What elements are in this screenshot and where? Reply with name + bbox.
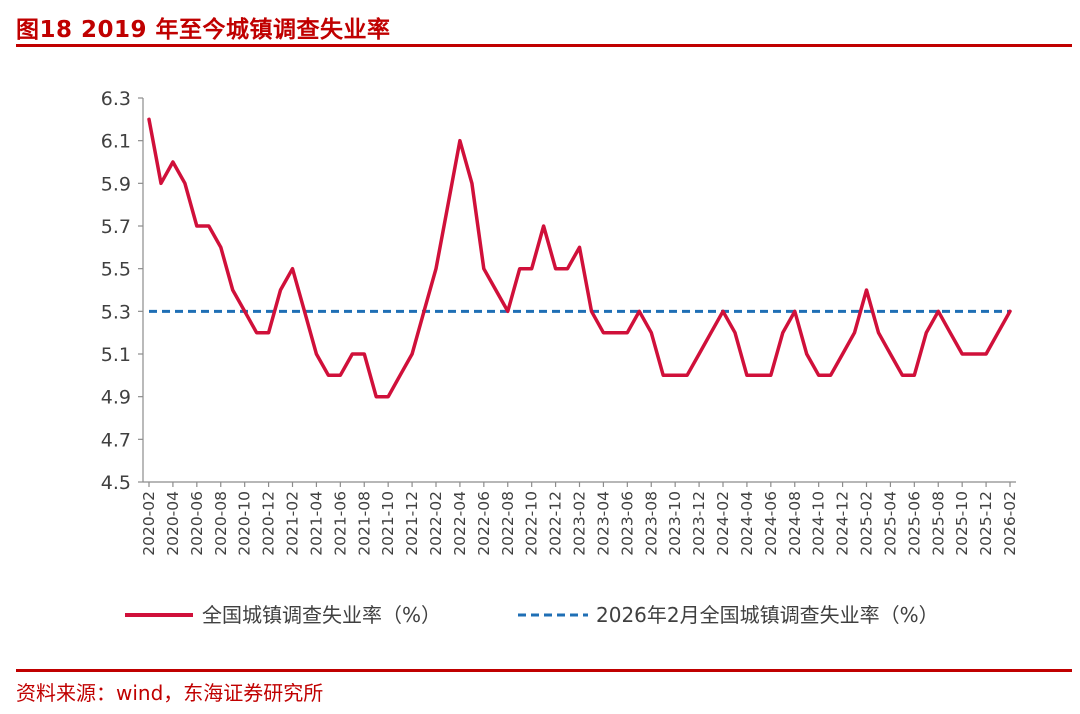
x-tick-label: 2020-02: [140, 491, 158, 556]
x-tick-label: 2022-12: [547, 491, 565, 556]
x-tick-label: 2020-10: [236, 491, 254, 556]
x-tick-label: 2025-08: [929, 491, 947, 556]
legend-label-reference: 2026年2月全国城镇调查失业率（%）: [596, 603, 939, 627]
y-axis-ticks: 6.3 6.1 5.9 5.7 5.5 5.3 5.1 4.9 4.7 4.5: [101, 88, 143, 494]
x-tick-label: 2021-04: [307, 491, 325, 556]
chart-axes: [142, 98, 1016, 483]
x-axis-ticks: 2020-02 2020-04 2020-06 2020-08 2020-10 2020-…: [140, 482, 1019, 556]
x-tick-label: 2022-04: [451, 491, 469, 556]
x-tick-label: 2023-08: [642, 491, 660, 556]
x-tick-label: 2020-08: [212, 491, 230, 556]
x-tick-label: 2021-08: [355, 491, 373, 556]
x-tick-label: 2022-02: [427, 491, 445, 556]
y-tick-label: 4.5: [101, 472, 131, 494]
x-tick-label: 2026-02: [1001, 491, 1019, 556]
legend-label-unemployment: 全国城镇调查失业率（%）: [202, 603, 441, 627]
x-tick-label: 2025-12: [977, 491, 995, 556]
x-tick-label: 2020-06: [188, 491, 206, 556]
x-tick-label: 2022-10: [523, 491, 541, 556]
y-tick-label: 5.3: [101, 301, 131, 323]
x-tick-label: 2022-06: [475, 491, 493, 556]
x-tick-label: 2024-12: [834, 491, 852, 556]
footer-divider: [16, 669, 1072, 672]
y-tick-label: 6.1: [101, 131, 131, 153]
x-tick-label: 2024-08: [786, 491, 804, 556]
y-tick-label: 4.9: [101, 387, 131, 409]
x-tick-label: 2023-02: [571, 491, 589, 556]
x-tick-label: 2024-02: [714, 491, 732, 556]
x-tick-label: 2022-08: [499, 491, 517, 556]
x-tick-label: 2021-10: [379, 491, 397, 556]
figure-title: 图18 2019 年至今城镇调查失业率: [16, 17, 391, 43]
y-tick-label: 6.3: [101, 88, 131, 110]
source-note: 资料来源：wind，东海证券研究所: [16, 681, 324, 705]
x-tick-label: 2021-12: [403, 491, 421, 556]
x-tick-label: 2025-04: [881, 491, 899, 556]
x-tick-label: 2023-04: [594, 491, 612, 556]
x-tick-label: 2023-12: [690, 491, 708, 556]
y-tick-label: 5.5: [101, 259, 131, 281]
x-tick-label: 2025-06: [905, 491, 923, 556]
x-tick-label: 2024-06: [762, 491, 780, 556]
x-tick-label: 2021-02: [284, 491, 302, 556]
x-tick-label: 2020-12: [260, 491, 278, 556]
y-tick-label: 5.9: [101, 173, 131, 195]
chart-series: [147, 117, 1012, 399]
y-tick-label: 5.7: [101, 216, 131, 238]
header-divider: [16, 44, 1072, 47]
unemployment-rate-line: [147, 117, 1012, 399]
y-tick-label: 4.7: [101, 429, 131, 451]
x-tick-label: 2023-06: [618, 491, 636, 556]
x-tick-label: 2021-06: [331, 491, 349, 556]
x-tick-label: 2024-10: [810, 491, 828, 556]
x-tick-label: 2025-10: [953, 491, 971, 556]
y-tick-label: 5.1: [101, 344, 131, 366]
x-tick-label: 2020-04: [164, 491, 182, 556]
x-tick-label: 2025-02: [858, 491, 876, 556]
x-tick-label: 2023-10: [666, 491, 684, 556]
chart-legend: 全国城镇调查失业率（%） 2026年2月全国城镇调查失业率（%）: [125, 603, 939, 627]
x-tick-label: 2024-04: [738, 491, 756, 556]
